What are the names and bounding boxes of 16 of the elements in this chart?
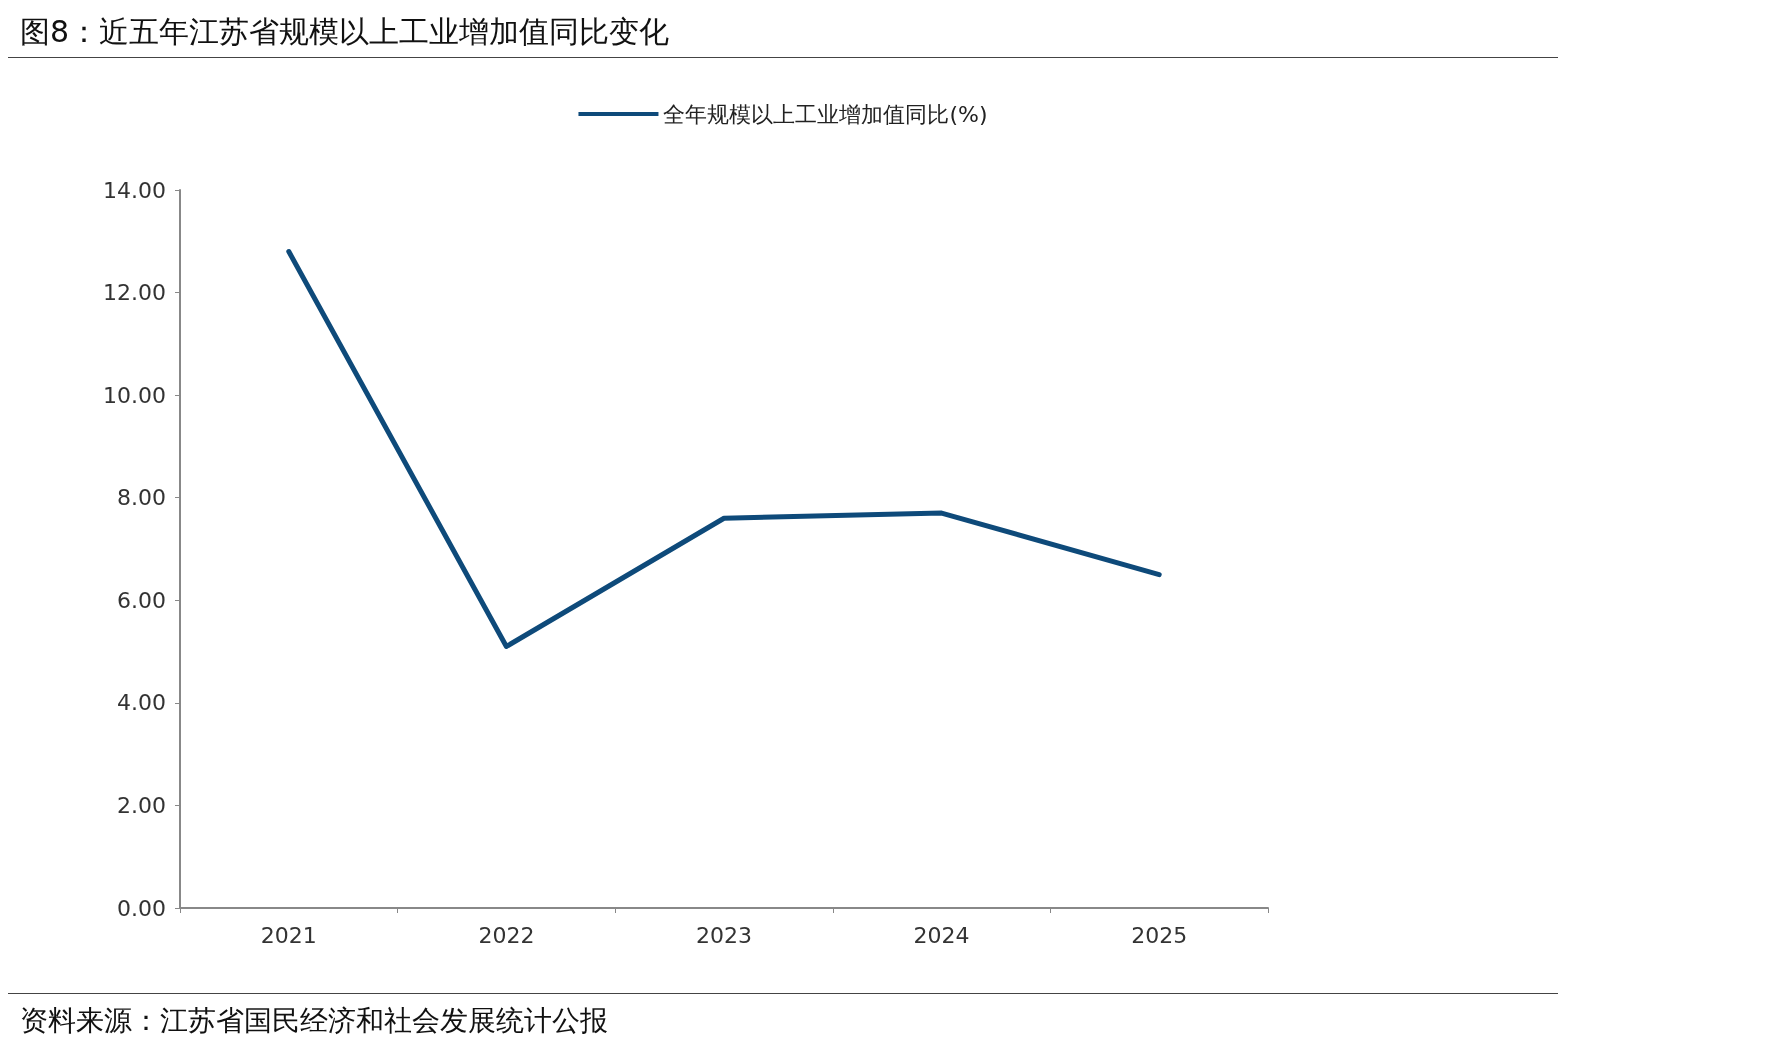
- text: 资料来源：江苏省国民经济和社会发展统计公报: [8, 993, 1558, 1048]
- chart-title: 图8：近五年江苏省规模以上工业增加值同比变化: [8, 8, 1558, 58]
- x-tick-label: 2022: [478, 922, 535, 948]
- y-tick-label: 8.00: [117, 485, 166, 511]
- x-tick-label: 2024: [913, 922, 970, 948]
- legend-label: 全年规模以上工业增加值同比(%): [663, 101, 988, 127]
- y-tick-label: 14.00: [103, 177, 166, 203]
- x-tick-label: 2023: [696, 922, 752, 948]
- y-tick-label: 2.00: [117, 792, 166, 818]
- y-tick-label: 4.00: [117, 690, 166, 716]
- x-tick-label: 2021: [260, 922, 317, 948]
- x-tick-label: 2025: [1131, 922, 1188, 948]
- y-tick-label: 10.00: [103, 382, 166, 408]
- y-tick-label: 0.00: [117, 895, 166, 921]
- y-tick-label: 12.00: [103, 280, 166, 306]
- y-tick-label: 6.00: [117, 587, 166, 613]
